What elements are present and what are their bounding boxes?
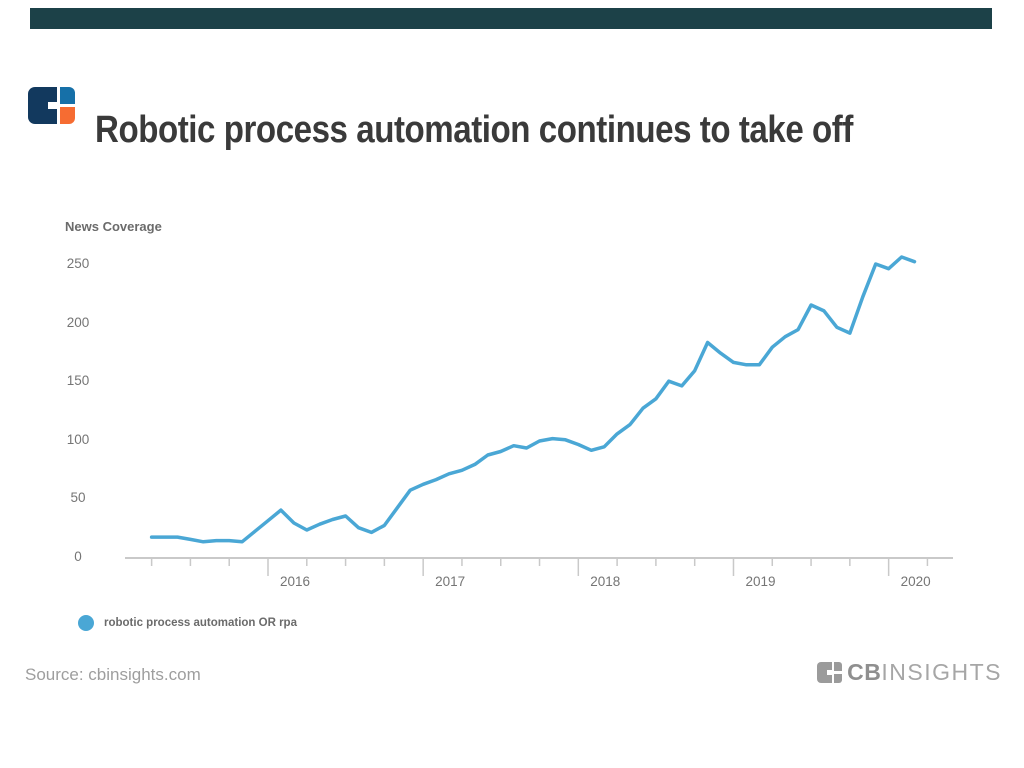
trend-line bbox=[149, 255, 917, 544]
y-tick-label: 50 bbox=[70, 490, 86, 506]
y-tick-label: 0 bbox=[74, 549, 82, 564]
y-axis-title: News Coverage bbox=[65, 219, 162, 234]
x-tick-label: 2018 bbox=[590, 574, 621, 589]
y-tick-label: 150 bbox=[66, 373, 90, 389]
cb-logo-gray-icon bbox=[817, 662, 843, 683]
legend-dot-icon bbox=[78, 615, 94, 631]
x-tick-label: 2019 bbox=[745, 574, 776, 589]
x-tick-label: 2020 bbox=[900, 574, 931, 589]
top-accent-bar bbox=[30, 8, 992, 29]
y-tick-label: 250 bbox=[66, 256, 90, 271]
legend-label: robotic process automation OR rpa bbox=[104, 617, 297, 629]
brand-text-cb: CB bbox=[847, 659, 882, 685]
logo-blue-square bbox=[60, 87, 75, 104]
source-text: Source: cbinsights.com bbox=[25, 665, 201, 684]
x-tick-label: 2017 bbox=[435, 574, 466, 589]
cbinsights-logo-icon bbox=[28, 87, 75, 124]
brand-text-insights: INSIGHTS bbox=[881, 659, 1002, 685]
y-tick-label: 100 bbox=[66, 431, 90, 447]
logo-orange-square bbox=[60, 107, 75, 124]
footer-brand-logo: CB INSIGHTS bbox=[817, 659, 1002, 686]
logo-c-block bbox=[28, 87, 57, 124]
x-tick-label: 2016 bbox=[279, 574, 311, 589]
y-tick-label: 200 bbox=[66, 314, 90, 330]
chart-legend: robotic process automation OR rpa bbox=[78, 615, 297, 631]
page-title: Robotic process automation continues to … bbox=[95, 109, 853, 152]
